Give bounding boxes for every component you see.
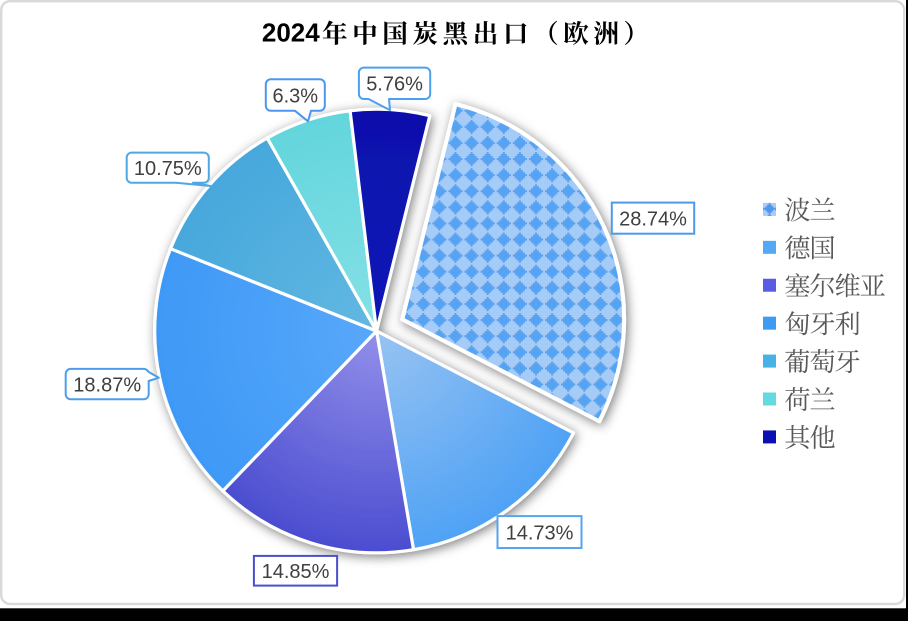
svg-text:14.73%: 14.73% xyxy=(506,522,574,544)
svg-text:10.75%: 10.75% xyxy=(134,158,202,180)
svg-text:5.76%: 5.76% xyxy=(366,74,423,96)
svg-text:28.74%: 28.74% xyxy=(619,208,687,230)
svg-text:14.85%: 14.85% xyxy=(262,561,330,583)
svg-text:2024: 2024 xyxy=(262,18,320,48)
svg-text:18.87%: 18.87% xyxy=(73,374,141,396)
svg-text:6.3%: 6.3% xyxy=(273,85,319,107)
